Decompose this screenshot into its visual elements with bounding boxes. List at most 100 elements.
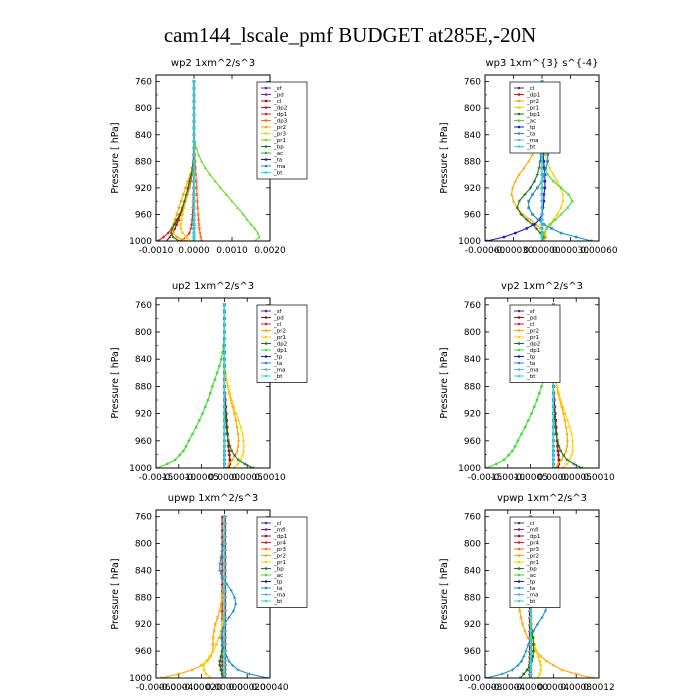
series-point-bp (220, 672, 224, 676)
series-point-bt (551, 449, 555, 453)
y-tick-label: 760 (135, 301, 152, 311)
series-point-pr2 (564, 425, 568, 429)
series-point-bt (529, 672, 532, 676)
x-tick-label: 0.0010 (254, 473, 286, 483)
legend-marker (517, 86, 521, 90)
legend-marker (264, 145, 268, 148)
series-point-dp1 (197, 419, 201, 422)
series-point-pr2 (522, 166, 526, 170)
series-point-pd (556, 449, 560, 453)
x-tick-label: 0.0010 (216, 246, 248, 256)
series-point-bt (192, 166, 196, 170)
series-point-bt (192, 173, 196, 176)
y-tick-label: 880 (135, 157, 152, 167)
panel-title: up2 1xm^2/s^3 (172, 281, 254, 292)
legend-marker (264, 158, 268, 161)
legend-marker (264, 99, 268, 103)
series-point-ta (231, 609, 236, 613)
series-point-pr2 (175, 235, 179, 239)
series-point-pr1 (219, 186, 223, 190)
y-tick-label: 920 (135, 410, 152, 420)
legend-label: _cl (273, 521, 282, 527)
legend-label: _pr1 (526, 335, 539, 341)
series-point-pr2 (574, 672, 578, 676)
legend-box (256, 81, 308, 180)
series-point-bt (223, 548, 226, 552)
series-point-bt (192, 120, 196, 123)
legend: _sf_pd_cl_pr2_pr1_dp2_dp1_tp_ta_ma_bt (256, 304, 308, 383)
series-point-pr1 (208, 173, 212, 176)
x-tick-label: 0.00000 (206, 683, 243, 693)
legend-marker (264, 335, 268, 339)
series-point-bt (192, 106, 196, 110)
series-point-pr2 (531, 153, 534, 156)
series-point-bt (223, 655, 226, 658)
series-point-bt (223, 595, 226, 599)
legend-label: _bt (273, 374, 283, 380)
series-point-bt (223, 643, 226, 646)
series-point-pr1 (257, 235, 261, 239)
series-point-bp (531, 655, 535, 658)
legend-marker (264, 119, 268, 122)
x-tick-label: 0.0000 (209, 473, 241, 483)
series-point-ta (234, 602, 238, 606)
series-point-dp1 (217, 364, 221, 368)
series-point-ta (536, 218, 540, 222)
series-point-bt (529, 659, 532, 663)
series-point-pr2 (184, 186, 188, 190)
y-tick-label: 800 (135, 104, 152, 114)
series-point-dp1 (220, 535, 224, 539)
series-point-ac (567, 192, 571, 197)
series-point-dp3 (198, 231, 202, 235)
series-line-dp1 (156, 304, 225, 468)
series-point-bt (540, 186, 544, 190)
legend: _sf_pd_cl_pr2_pr1_dp2_dp1_tp_ta_ma_bt (509, 304, 561, 383)
legend-label: _ma (526, 593, 538, 599)
series-point-dp3 (197, 226, 201, 230)
series-point-dp1 (220, 659, 224, 663)
legend-label: _tp (273, 355, 283, 361)
series-point-pr1 (552, 172, 555, 177)
series-point-pr3 (181, 231, 184, 235)
legend-marker (517, 112, 521, 116)
series-point-pr3 (188, 239, 192, 241)
series-point-pr2 (177, 672, 181, 676)
legend-label: _ac (526, 119, 536, 125)
series-point-bt (192, 160, 196, 163)
legend-marker (264, 164, 268, 168)
series-point-bt (551, 439, 555, 443)
series-point-bt (551, 453, 555, 457)
series-point-pr2 (517, 173, 521, 176)
series-point-pr1 (200, 159, 204, 163)
series-point-dp2 (236, 458, 240, 462)
series-point-dp2 (561, 453, 566, 457)
legend: _cl_mfl_dp1_pr4_pr3_pr2_pr1_bp_ac_tp_ta_… (509, 516, 561, 608)
legend-label: _bp (273, 145, 284, 151)
x-tick-label: 0.0012 (583, 683, 615, 693)
series-point-bp (519, 676, 522, 678)
x-tick-label: 0.0005 (231, 473, 263, 483)
series-point-bp (170, 226, 174, 231)
series-point-bt (551, 425, 555, 429)
series-point-dp1 (495, 462, 498, 466)
series-point-pr1 (202, 668, 206, 672)
series-point-dp3 (195, 192, 199, 197)
legend-marker (264, 151, 268, 155)
series-point-bp1 (523, 192, 527, 197)
y-tick-label: 800 (135, 328, 152, 338)
series-point-pr2 (565, 444, 569, 448)
plot-area (156, 79, 261, 241)
series-point-dp1 (220, 562, 224, 565)
series-point-dp1 (189, 226, 193, 230)
series-point-dp1 (516, 439, 520, 443)
series-point-dp1 (213, 378, 217, 381)
legend-marker (264, 106, 268, 109)
series-point-pr3 (185, 235, 188, 239)
series-point-ta (531, 193, 534, 196)
series-point-pr1 (241, 449, 246, 453)
series-point-pr2 (173, 218, 177, 222)
series-point-pr1 (253, 226, 257, 230)
series-point-bp1 (534, 226, 538, 230)
series-point-pr2 (233, 411, 236, 416)
series-point-bp (218, 663, 222, 667)
